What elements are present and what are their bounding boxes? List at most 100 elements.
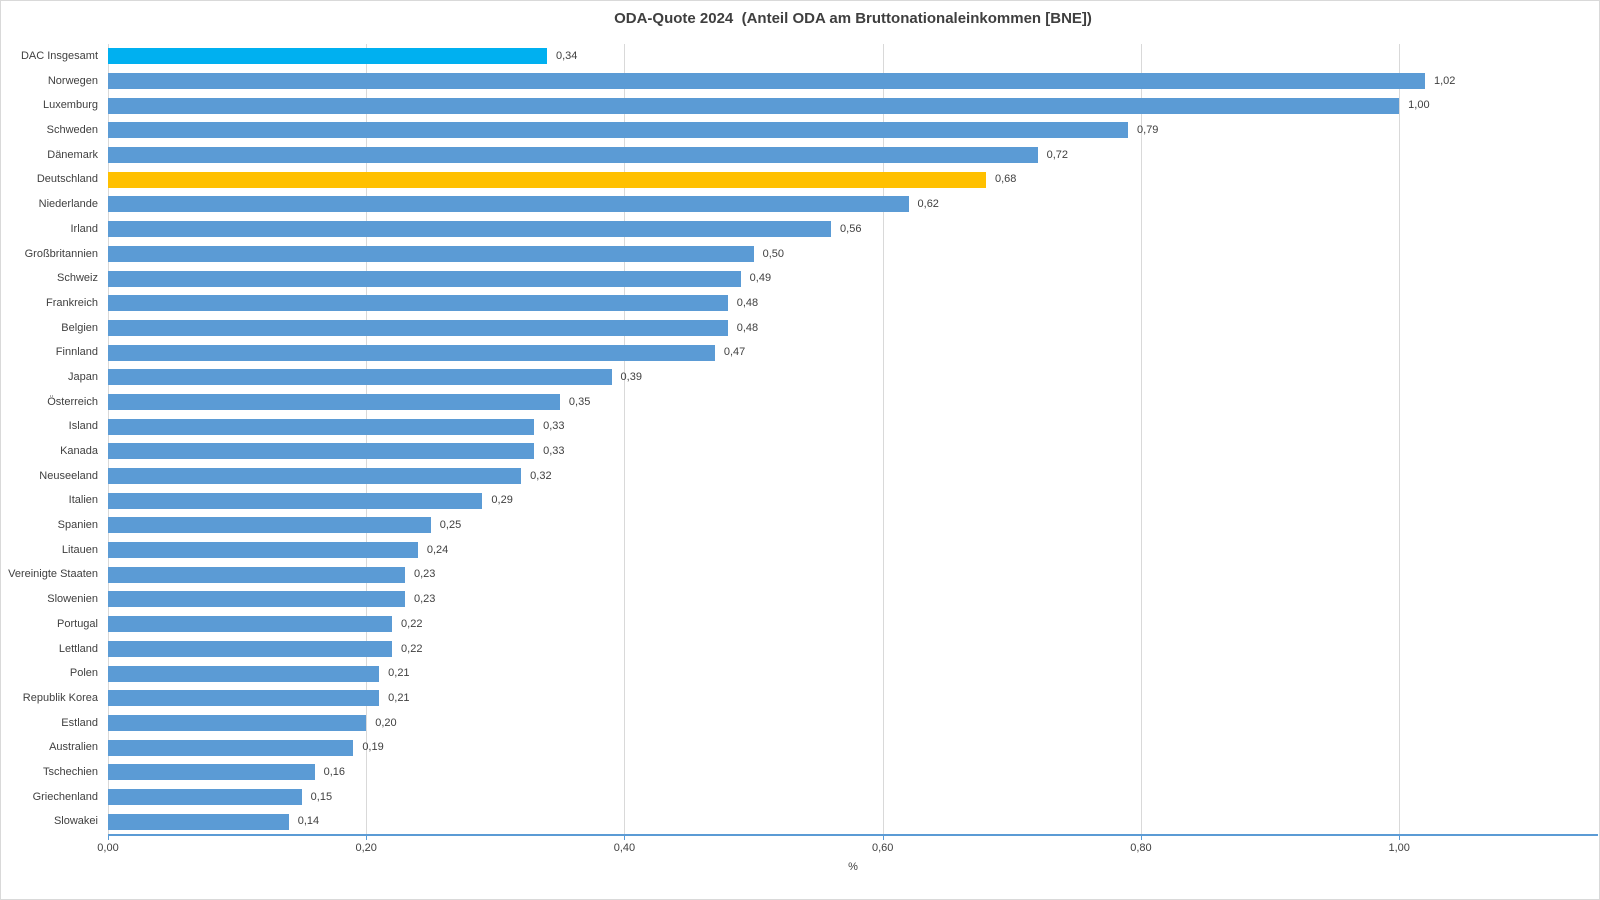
category-label: Australien — [49, 741, 98, 754]
bar — [108, 764, 315, 781]
bar-row: Niederlande 0,62 — [39, 192, 1598, 217]
bar — [108, 196, 909, 213]
bar-row: Spanien 0,25 — [58, 513, 1598, 538]
gridline — [1140, 44, 1142, 834]
bar-row: Finnland 0,47 — [56, 340, 1598, 365]
bar-row: Polen 0,21 — [70, 661, 1598, 686]
value-label: 0,23 — [413, 593, 436, 606]
value-label: 0,49 — [749, 272, 772, 285]
bar-row: Luxemburg 1,00 — [43, 93, 1598, 118]
bar — [108, 542, 418, 559]
gridline — [624, 44, 626, 834]
bar — [108, 147, 1038, 164]
bar — [108, 73, 1425, 90]
category-label: Belgien — [61, 321, 98, 334]
value-label: 0,22 — [401, 617, 423, 630]
bar — [108, 739, 354, 756]
bar-row: Litauen 0,24 — [62, 538, 1598, 563]
bar-row: Dänemark 0,72 — [47, 143, 1598, 168]
bar-row: Vereinigte Staaten 0,23 — [8, 562, 1598, 587]
bar — [108, 616, 393, 633]
category-label: Neuseeland — [39, 469, 98, 482]
bar-row: Griechenland 0,15 — [33, 785, 1598, 810]
value-label: 0,62 — [917, 198, 939, 211]
value-label: 0,48 — [736, 321, 759, 334]
bar — [108, 714, 367, 731]
category-label: Lettland — [58, 642, 98, 655]
value-label: 0,35 — [568, 395, 591, 408]
bar-row: Belgien 0,48 — [61, 316, 1598, 341]
category-label: Schweiz — [57, 272, 98, 285]
category-label: Großbritannien — [24, 247, 98, 260]
bar — [108, 492, 483, 509]
bar — [108, 221, 832, 238]
bar — [108, 665, 380, 682]
bar-row: Portugal 0,22 — [57, 612, 1598, 637]
category-label: Estland — [61, 716, 98, 729]
x-axis-tick — [366, 836, 368, 840]
value-label: 0,56 — [840, 222, 862, 235]
category-label: Luxemburg — [42, 99, 98, 112]
value-label: 0,23 — [413, 568, 436, 581]
category-label: Slowakei — [53, 815, 98, 828]
bar-row: Deutschland 0,68 — [37, 167, 1598, 192]
bar — [108, 517, 431, 534]
value-label: 0,39 — [620, 370, 642, 383]
gridline — [1399, 44, 1401, 834]
bar — [108, 319, 728, 336]
bar-row: Lettland 0,22 — [59, 637, 1598, 662]
category-label: Italien — [68, 494, 98, 507]
x-axis-tick — [108, 836, 109, 840]
value-label: 0,22 — [401, 642, 423, 655]
bar-row: Tschechien 0,16 — [43, 760, 1598, 785]
x-axis-tick-label: 1,00 — [1388, 842, 1410, 854]
category-label: Irland — [70, 222, 98, 235]
x-axis-line — [108, 834, 1598, 836]
category-label: Polen — [69, 667, 98, 680]
category-label: Deutschland — [36, 173, 98, 186]
bar-row: Schweden 0,79 — [47, 118, 1598, 143]
x-axis-tick-label: 0,20 — [355, 842, 377, 854]
bar-row: Slowenien 0,23 — [47, 587, 1598, 612]
bar — [108, 566, 405, 583]
value-label: 0,24 — [426, 543, 449, 556]
bar-row: Großbritannien 0,50 — [25, 242, 1598, 267]
x-axis-tick — [1399, 836, 1401, 840]
bar — [108, 690, 380, 707]
value-label: 0,14 — [297, 815, 320, 828]
value-label: 0,15 — [310, 790, 333, 803]
bar — [108, 369, 612, 386]
plot-area: DAC Insgesamt 0,34 Norwegen 1,02 Luxemburg 1,… — [8, 44, 1598, 834]
bar — [108, 344, 715, 361]
bar-row: Republik Korea 0,21 — [23, 686, 1598, 711]
x-axis-tick — [882, 836, 884, 840]
x-axis-tick-label: 0,60 — [871, 842, 894, 854]
bar — [108, 295, 728, 312]
bar — [108, 788, 302, 805]
value-label: 0,19 — [362, 741, 384, 754]
category-label: Vereinigte Staaten — [8, 568, 98, 581]
category-label: Spanien — [57, 519, 98, 532]
value-label: 0,34 — [555, 50, 578, 62]
category-label: Kanada — [60, 445, 98, 457]
value-label: 0,50 — [762, 247, 784, 260]
category-label: Island — [68, 420, 98, 433]
category-label: Finnland — [55, 346, 98, 359]
bar — [108, 270, 741, 287]
category-label: Frankreich — [46, 296, 98, 309]
bar-row: Slowakei 0,14 — [54, 809, 1598, 834]
x-axis-tick-label: 0,00 — [97, 842, 119, 854]
value-label: 0,29 — [491, 494, 513, 507]
category-label: Tschechien — [42, 765, 98, 778]
bar — [108, 171, 986, 188]
bar-row: Japan 0,39 — [68, 365, 1598, 390]
value-label: 0,20 — [375, 716, 397, 729]
value-label: 1,00 — [1408, 99, 1430, 112]
bar-row: Neuseeland 0,32 — [39, 464, 1598, 489]
x-axis-tick-label: 0,40 — [613, 842, 636, 854]
bar — [108, 418, 535, 435]
value-label: 0,21 — [388, 667, 410, 680]
category-label: Portugal — [57, 617, 98, 630]
bar-row: Italien 0,29 — [69, 488, 1598, 513]
